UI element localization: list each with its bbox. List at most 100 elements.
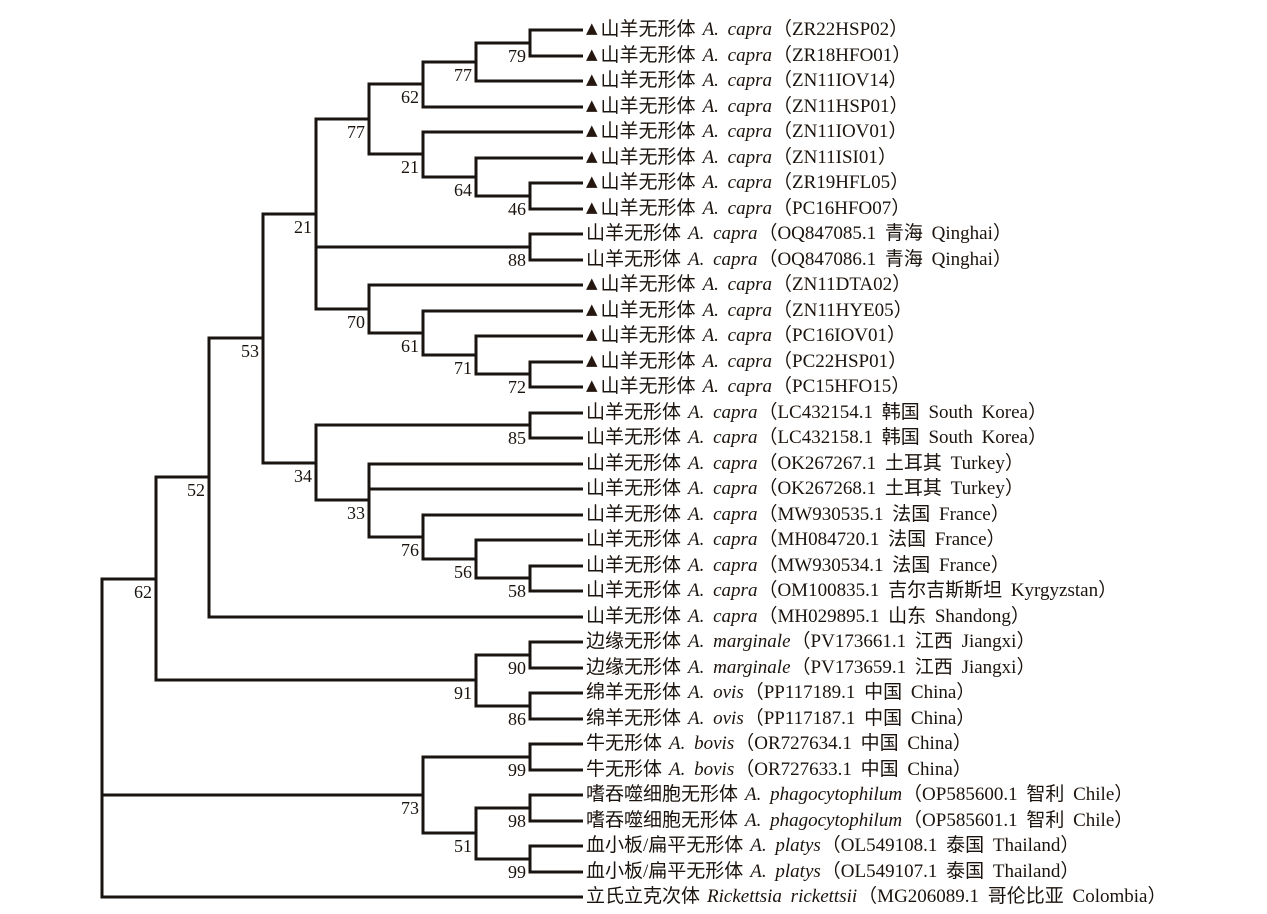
taxon-scientific-name: A. phagocytophilum xyxy=(745,810,903,831)
taxon-label: 山羊无形体 A. capra（LC432158.1 韩国 South Korea） xyxy=(586,425,1047,451)
novel-sample-triangle-icon: ▲ xyxy=(586,325,598,343)
taxon-label: ▲ 山羊无形体 A. capra（ZN11DTA02） xyxy=(586,272,911,298)
taxon-chinese-name: 山羊无形体 xyxy=(586,249,682,270)
taxon-chinese-name: 嗜吞噬细胞无形体 xyxy=(586,784,739,805)
taxon-chinese-name: 山羊无形体 xyxy=(600,274,696,295)
taxon-label: 山羊无形体 A. capra（MH084720.1 法国 France） xyxy=(586,527,1006,553)
bootstrap-value-label: 88 xyxy=(508,250,526,270)
taxon-accession-origin: （ZN11DTA02） xyxy=(773,274,912,295)
novel-sample-triangle-icon: ▲ xyxy=(586,198,598,216)
novel-sample-triangle-icon: ▲ xyxy=(586,376,598,394)
taxon-label: 嗜吞噬细胞无形体 A. phagocytophilum（OP585600.1 智利… xyxy=(586,782,1133,808)
bootstrap-value-label: 61 xyxy=(401,336,419,356)
taxon-chinese-name: 山羊无形体 xyxy=(600,351,696,372)
novel-sample-triangle-icon: ▲ xyxy=(586,351,598,369)
taxon-chinese-name: 山羊无形体 xyxy=(586,223,682,244)
taxon-label: 山羊无形体 A. capra（OM100835.1 吉尔吉斯斯坦 Kyrgyzst… xyxy=(586,578,1117,604)
taxon-scientific-name: A. capra xyxy=(702,376,772,397)
taxon-chinese-name: 山羊无形体 xyxy=(600,198,696,219)
taxon-scientific-name: A. capra xyxy=(702,70,772,91)
taxon-accession-origin: （LC432158.1 韩国 South Korea） xyxy=(758,427,1047,448)
taxon-scientific-name: A. capra xyxy=(702,198,772,219)
taxon-chinese-name: 山羊无形体 xyxy=(600,172,696,193)
taxon-accession-origin: （OM100835.1 吉尔吉斯斯坦 Kyrgyzstan） xyxy=(758,580,1118,601)
taxon-scientific-name: A. capra xyxy=(702,19,772,40)
bootstrap-value-label: 64 xyxy=(454,180,472,200)
novel-sample-triangle-icon: ▲ xyxy=(586,147,598,165)
taxon-label: ▲ 山羊无形体 A. capra（PC15HFO15） xyxy=(586,374,910,400)
bootstrap-value-label: 21 xyxy=(294,217,312,237)
taxon-scientific-name: A. capra xyxy=(702,45,772,66)
taxon-scientific-name: A. ovis xyxy=(688,708,744,729)
taxon-scientific-name: A. capra xyxy=(688,453,758,474)
taxon-chinese-name: 山羊无形体 xyxy=(586,529,682,550)
taxon-chinese-name: 山羊无形体 xyxy=(600,45,696,66)
taxon-accession-origin: （OK267268.1 土耳其 Turkey） xyxy=(758,478,1024,499)
taxon-scientific-name: A. platys xyxy=(750,861,821,882)
taxon-accession-origin: （MW930535.1 法国 France） xyxy=(758,504,1010,525)
taxon-scientific-name: A. capra xyxy=(702,274,772,295)
taxon-chinese-name: 山羊无形体 xyxy=(586,478,682,499)
taxon-chinese-name: 血小板/扁平无形体 xyxy=(586,861,744,882)
taxon-accession-origin: （MH084720.1 法国 France） xyxy=(758,529,1006,550)
taxon-chinese-name: 山羊无形体 xyxy=(586,555,682,576)
taxon-chinese-name: 边缘无形体 xyxy=(586,631,682,652)
taxon-chinese-name: 立氏立克次体 xyxy=(586,886,701,907)
taxon-chinese-name: 山羊无形体 xyxy=(600,147,696,168)
taxon-label: ▲ 山羊无形体 A. capra（PC16IOV01） xyxy=(586,323,906,349)
taxon-accession-origin: （PC22HSP01） xyxy=(773,351,908,372)
taxon-accession-origin: （MG206089.1 哥伦比亚 Colombia） xyxy=(858,886,1167,907)
taxon-accession-origin: （ZN11HYE05） xyxy=(773,300,913,321)
taxon-label: ▲ 山羊无形体 A. capra（ZR18HFO01） xyxy=(586,43,911,69)
taxon-chinese-name: 山羊无形体 xyxy=(586,402,682,423)
bootstrap-value-label: 91 xyxy=(454,683,472,703)
taxon-scientific-name: A. capra xyxy=(688,504,758,525)
taxon-scientific-name: A. capra xyxy=(688,249,758,270)
bootstrap-value-label: 52 xyxy=(187,480,205,500)
taxon-scientific-name: A. capra xyxy=(702,121,772,142)
taxon-accession-origin: （OP585601.1 智利 Chile） xyxy=(903,810,1134,831)
taxon-scientific-name: A. capra xyxy=(702,351,772,372)
taxon-accession-origin: （OQ847085.1 青海 Qinghai） xyxy=(758,223,1012,244)
taxon-accession-origin: （PC16IOV01） xyxy=(773,325,907,346)
taxon-label: 边缘无形体 A. marginale（PV173661.1 江西 Jiangxi） xyxy=(586,629,1035,655)
taxon-accession-origin: （OL549107.1 泰国 Thailand） xyxy=(821,861,1080,882)
bootstrap-value-label: 77 xyxy=(454,65,472,85)
taxon-label: 山羊无形体 A. capra（OK267268.1 土耳其 Turkey） xyxy=(586,476,1024,502)
taxon-chinese-name: 山羊无形体 xyxy=(600,96,696,117)
bootstrap-value-label: 98 xyxy=(508,811,526,831)
taxon-accession-origin: （ZN11IOV14） xyxy=(773,70,908,91)
taxon-label: ▲ 山羊无形体 A. capra（PC16HFO07） xyxy=(586,196,910,222)
taxon-accession-origin: （OQ847086.1 青海 Qinghai） xyxy=(758,249,1012,270)
taxon-scientific-name: A. capra xyxy=(688,580,758,601)
taxon-label: 山羊无形体 A. capra（MW930535.1 法国 France） xyxy=(586,502,1010,528)
taxon-label: 山羊无形体 A. capra（OK267267.1 土耳其 Turkey） xyxy=(586,451,1024,477)
taxon-chinese-name: 血小板/扁平无形体 xyxy=(586,835,744,856)
taxon-accession-origin: （MW930534.1 法国 France） xyxy=(758,555,1010,576)
taxon-label: 绵羊无形体 A. ovis（PP117189.1 中国 China） xyxy=(586,680,975,706)
taxon-label: ▲ 山羊无形体 A. capra（ZR19HFL05） xyxy=(586,170,909,196)
novel-sample-triangle-icon: ▲ xyxy=(586,96,598,114)
taxon-scientific-name: A. capra xyxy=(702,172,772,193)
taxon-label: 山羊无形体 A. capra（MW930534.1 法国 France） xyxy=(586,553,1010,579)
taxon-scientific-name: A. capra xyxy=(688,555,758,576)
taxon-scientific-name: A. ovis xyxy=(688,682,744,703)
taxon-scientific-name: A. capra xyxy=(688,606,758,627)
bootstrap-value-label: 53 xyxy=(241,341,259,361)
bootstrap-value-label: 72 xyxy=(508,377,526,397)
taxon-accession-origin: （OL549108.1 泰国 Thailand） xyxy=(821,835,1080,856)
taxon-chinese-name: 山羊无形体 xyxy=(586,453,682,474)
taxon-chinese-name: 绵羊无形体 xyxy=(586,708,682,729)
taxon-chinese-name: 山羊无形体 xyxy=(600,70,696,91)
bootstrap-value-label: 77 xyxy=(347,122,365,142)
taxon-accession-origin: （OR727633.1 中国 China） xyxy=(735,759,972,780)
bootstrap-value-label: 99 xyxy=(508,862,526,882)
novel-sample-triangle-icon: ▲ xyxy=(586,45,598,63)
taxon-scientific-name: A. platys xyxy=(750,835,821,856)
bootstrap-value-label: 62 xyxy=(401,87,419,107)
taxon-label: ▲ 山羊无形体 A. capra（ZR22HSP02） xyxy=(586,17,908,43)
taxon-accession-origin: （PC16HFO07） xyxy=(773,198,911,219)
